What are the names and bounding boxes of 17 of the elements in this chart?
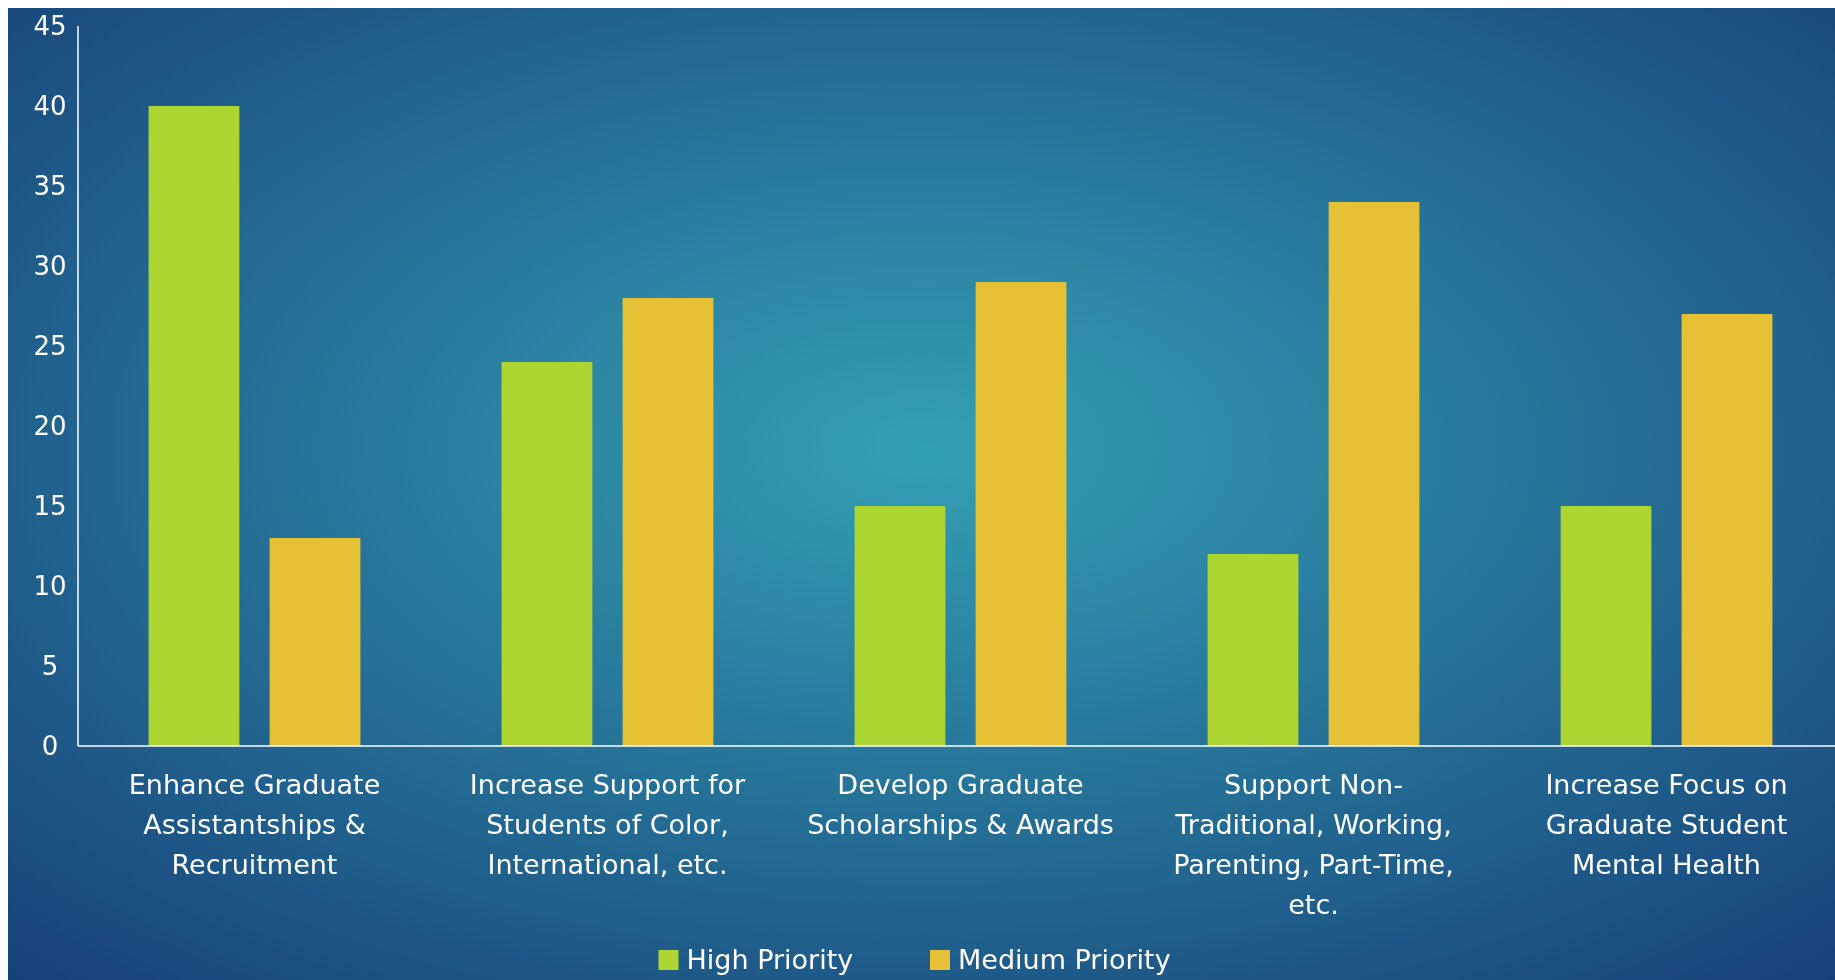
legend-label: Medium Priority <box>958 944 1171 976</box>
legend-label: High Priority <box>686 944 854 976</box>
y-tick-label: 10 <box>33 571 67 602</box>
x-tick-label: Enhance Graduate Assistantships & Recruitment <box>128 769 381 880</box>
x-tick-label: Develop Graduate Scholarships & Awards <box>807 769 1114 840</box>
y-tick-label: 30 <box>33 251 67 282</box>
x-tick-label: Increase Support for Students of Color, International, etc. <box>469 769 747 880</box>
x-tick-label: Support Non-Traditional, Working, Parenting, Part-Time, etc. <box>1173 769 1454 920</box>
x-tick-label: Increase Focus on Graduate Student Mental Health <box>1545 769 1788 880</box>
y-tick-label: 20 <box>33 411 67 442</box>
y-tick-label: 40 <box>33 91 67 122</box>
y-tick-label: 5 <box>41 651 59 682</box>
y-tick-label: 45 <box>33 11 67 42</box>
y-tick-label: 25 <box>33 331 67 362</box>
y-tick-label: 0 <box>41 731 59 762</box>
y-tick-label: 35 <box>33 171 67 202</box>
y-tick-label: 15 <box>33 491 67 522</box>
